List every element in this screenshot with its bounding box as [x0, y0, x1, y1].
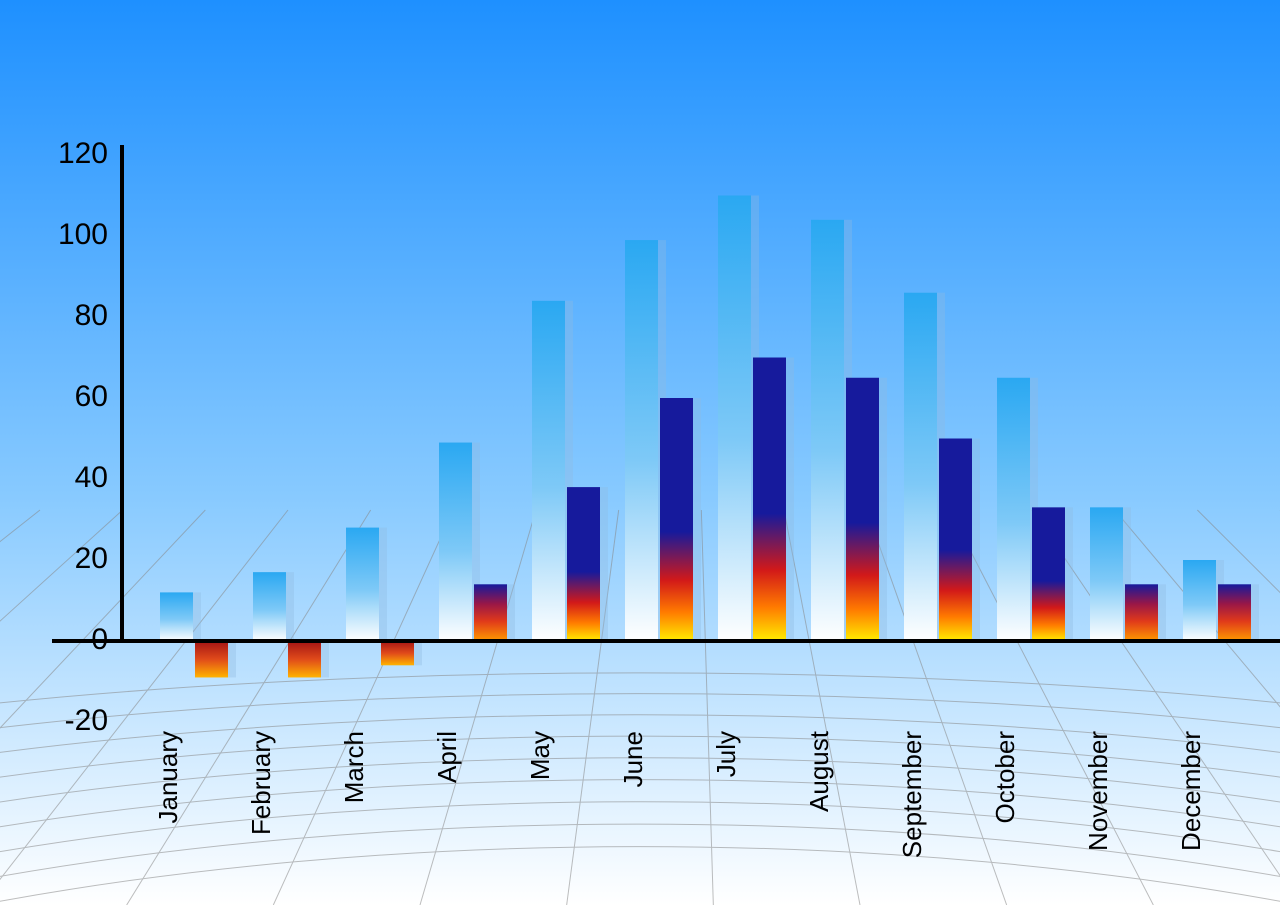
- y-tick-label: 100: [58, 218, 108, 251]
- y-tick-label: 80: [75, 299, 108, 332]
- bar-series-b: [1218, 584, 1251, 641]
- bar-series-b: [288, 641, 321, 677]
- monthly-bar-chart: -20 0 20 40 60 80 100 120 January February March A…: [0, 0, 1280, 905]
- bar-series-b: [1125, 584, 1158, 641]
- x-category-label: May: [525, 731, 555, 780]
- bar-series-b: [1032, 507, 1065, 641]
- bar-series-a: [997, 378, 1030, 641]
- bar-series-a: [253, 572, 286, 641]
- y-tick-label: -20: [65, 704, 108, 737]
- x-category-label: December: [1176, 731, 1206, 851]
- bar-series-a: [160, 592, 193, 641]
- bar-series-a: [1183, 560, 1216, 641]
- x-category-label: February: [246, 731, 276, 835]
- x-category-label: April: [432, 731, 462, 783]
- bar-series-b: [195, 641, 228, 677]
- bar-series-b: [567, 487, 600, 641]
- x-category-label: October: [990, 731, 1020, 824]
- bar-series-b: [474, 584, 507, 641]
- y-tick-label: 20: [75, 542, 108, 575]
- bar-series-b: [660, 398, 693, 641]
- bar-series-b: [381, 641, 414, 665]
- bar-series-a: [904, 293, 937, 641]
- x-category-label: January: [153, 731, 183, 824]
- y-tick-label: 40: [75, 461, 108, 494]
- x-category-label: July: [711, 731, 741, 777]
- y-tick-label: 0: [91, 623, 108, 656]
- y-tick-label: 120: [58, 137, 108, 170]
- x-category-label: September: [897, 731, 927, 859]
- x-category-label: November: [1083, 731, 1113, 851]
- x-category-label: March: [339, 731, 369, 803]
- bar-series-a: [439, 443, 472, 641]
- bar-series-a: [625, 240, 658, 641]
- bar-series-a: [811, 220, 844, 641]
- bar-series-a: [1090, 507, 1123, 641]
- y-tick-label: 60: [75, 380, 108, 413]
- bar-series-b: [939, 439, 972, 642]
- x-category-label: June: [618, 731, 648, 787]
- bar-series-b: [753, 358, 786, 642]
- bar-series-a: [346, 528, 379, 641]
- x-category-label: August: [804, 730, 834, 812]
- bar-series-a: [532, 301, 565, 641]
- chart-container: -20 0 20 40 60 80 100 120 January February March A…: [0, 0, 1280, 905]
- bar-series-a: [718, 196, 751, 642]
- bar-series-b: [846, 378, 879, 641]
